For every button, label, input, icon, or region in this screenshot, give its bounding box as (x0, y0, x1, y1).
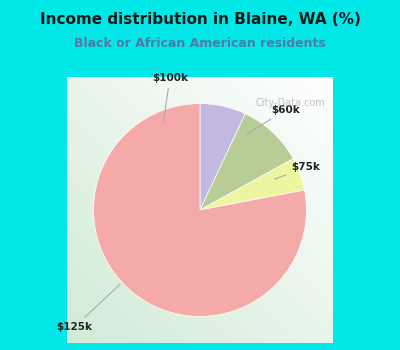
Text: Income distribution in Blaine, WA (%): Income distribution in Blaine, WA (%) (40, 12, 360, 27)
Wedge shape (200, 159, 304, 210)
Wedge shape (94, 104, 306, 316)
Text: Black or African American residents: Black or African American residents (74, 37, 326, 50)
Text: $125k: $125k (56, 284, 120, 332)
Text: City-Data.com: City-Data.com (255, 98, 325, 108)
Text: $100k: $100k (152, 73, 188, 123)
Text: $60k: $60k (247, 105, 300, 134)
Wedge shape (200, 104, 245, 210)
Wedge shape (200, 114, 293, 210)
Text: $75k: $75k (274, 162, 320, 179)
